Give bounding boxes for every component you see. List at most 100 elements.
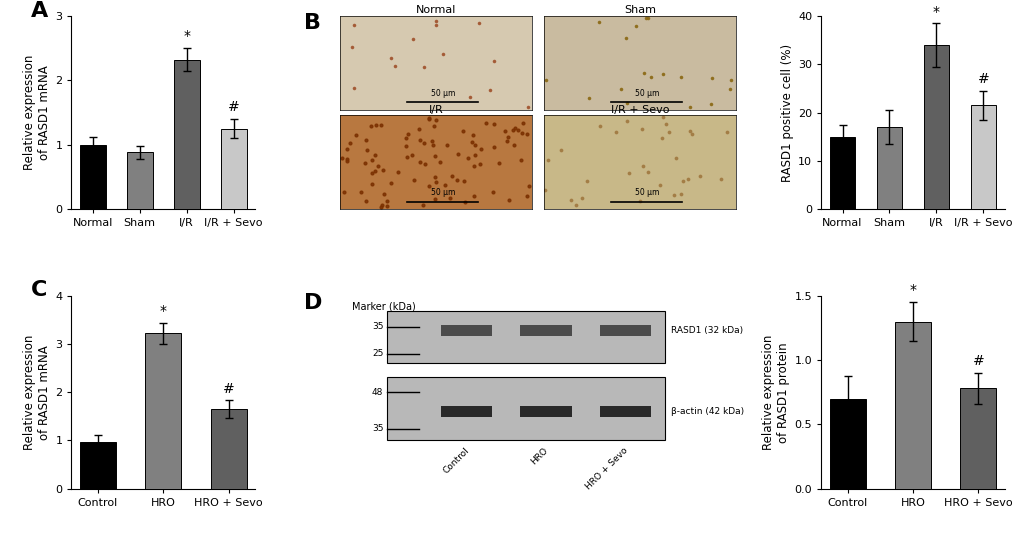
Text: HRO + Sevo: HRO + Sevo (583, 446, 629, 492)
Point (486, 56, 502, 65)
Point (466, 192, 482, 201)
Point (640, 13, 656, 22)
Point (364, 169, 380, 178)
Point (335, 188, 352, 197)
Point (505, 141, 522, 150)
Point (467, 151, 483, 159)
Point (682, 103, 698, 111)
Point (515, 119, 531, 127)
Point (353, 188, 369, 197)
Point (721, 85, 738, 93)
Point (718, 128, 735, 136)
Bar (969, 105, 996, 209)
Point (692, 172, 708, 180)
Point (539, 156, 555, 164)
Point (637, 13, 653, 22)
Point (341, 139, 358, 147)
Point (591, 122, 607, 130)
Point (363, 122, 379, 130)
Point (338, 155, 355, 163)
Bar (440, 406, 492, 417)
Text: *: * (932, 4, 940, 18)
Bar (220, 129, 247, 209)
Point (607, 128, 624, 136)
Text: *: * (909, 284, 916, 297)
Point (481, 85, 497, 94)
Point (431, 157, 447, 166)
Point (473, 145, 489, 154)
Point (345, 20, 362, 29)
Point (428, 17, 444, 25)
Point (562, 196, 579, 205)
Text: 50 μm: 50 μm (634, 89, 658, 98)
Point (660, 127, 677, 136)
Text: #: # (976, 72, 988, 86)
Point (640, 168, 656, 177)
Point (427, 20, 443, 29)
Point (703, 74, 719, 83)
Point (358, 197, 374, 206)
Point (426, 122, 442, 130)
Point (472, 160, 488, 169)
Text: 48: 48 (372, 388, 383, 397)
Y-axis label: Relative expression
of RASD1 protein: Relative expression of RASD1 protein (761, 335, 790, 450)
Point (383, 54, 399, 63)
Point (500, 195, 517, 204)
Bar (828, 136, 855, 209)
Point (651, 181, 667, 190)
Point (497, 126, 514, 135)
Point (621, 169, 637, 177)
Y-axis label: Relative expression
of RASD1 mRNA: Relative expression of RASD1 mRNA (23, 335, 51, 450)
Bar (440, 325, 492, 336)
Point (654, 70, 671, 78)
Text: 50 μm: 50 μm (634, 188, 658, 197)
Bar (599, 325, 650, 336)
Text: β-actin (42 kDa): β-actin (42 kDa) (671, 407, 743, 416)
Point (427, 195, 443, 204)
Point (333, 154, 350, 163)
Point (420, 182, 436, 191)
Text: 35: 35 (372, 424, 383, 433)
Point (425, 141, 441, 149)
Point (367, 121, 383, 129)
Point (631, 196, 647, 205)
Point (389, 168, 406, 176)
Bar (599, 406, 650, 417)
Point (428, 178, 444, 186)
Point (537, 75, 553, 84)
Title: Normal: Normal (416, 5, 455, 16)
Point (634, 125, 650, 133)
Y-axis label: RASD1 positive cell (%): RASD1 positive cell (%) (781, 43, 793, 182)
Point (552, 146, 569, 155)
Bar (173, 60, 200, 209)
Point (682, 127, 698, 136)
Title: I/R: I/R (428, 105, 443, 114)
Point (464, 137, 480, 146)
Point (462, 93, 478, 101)
Point (343, 43, 360, 52)
Point (580, 93, 596, 102)
Point (618, 34, 634, 42)
Point (364, 180, 380, 188)
Point (427, 173, 443, 182)
Point (634, 162, 650, 171)
Point (435, 49, 451, 58)
Point (612, 84, 629, 93)
Bar (79, 144, 106, 209)
Point (412, 158, 428, 166)
Point (405, 35, 421, 44)
Point (506, 124, 523, 133)
Point (579, 177, 595, 185)
Text: *: * (183, 30, 190, 43)
Y-axis label: Relative expression
of RASD1 mRNA: Relative expression of RASD1 mRNA (23, 55, 51, 170)
Title: Sham: Sham (624, 5, 655, 16)
Point (504, 126, 521, 134)
Point (415, 139, 431, 148)
Point (423, 136, 439, 145)
Text: 50 μm: 50 μm (430, 188, 454, 197)
Point (636, 69, 652, 77)
Bar (922, 45, 949, 209)
Point (521, 182, 537, 190)
Point (376, 190, 392, 199)
Text: Control: Control (440, 446, 470, 476)
